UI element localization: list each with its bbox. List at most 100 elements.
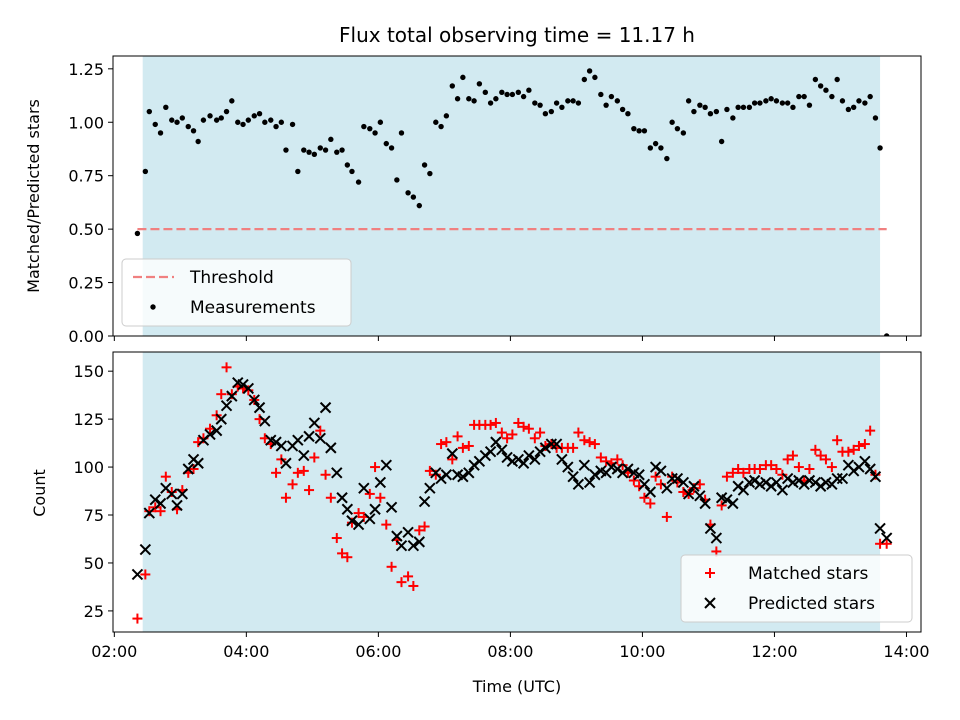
measurement-point bbox=[553, 100, 560, 106]
predicted-star-point bbox=[325, 442, 337, 454]
predicted-star-point bbox=[385, 501, 398, 514]
ratio-y-tick-label: 1.00 bbox=[68, 113, 104, 132]
count-plot-frame bbox=[112, 351, 922, 633]
time-x-axis-label: Time (UTC) bbox=[472, 677, 561, 696]
measurement-point bbox=[680, 130, 687, 136]
measurement-point bbox=[142, 168, 149, 175]
chart-title: Flux total observing time = 11.17 h bbox=[339, 23, 695, 47]
measurement-point bbox=[746, 104, 753, 110]
measurement-point bbox=[416, 202, 423, 209]
predicted-star-point bbox=[215, 413, 227, 425]
measurement-point bbox=[867, 93, 873, 100]
measurement-point bbox=[586, 68, 593, 74]
predicted-star-point bbox=[171, 499, 183, 512]
measurement-point bbox=[493, 96, 499, 102]
measurement-point bbox=[334, 149, 340, 155]
measurement-point bbox=[570, 98, 576, 104]
predicted-star-point bbox=[192, 457, 204, 469]
measurement-point bbox=[575, 100, 582, 106]
predicted-star-point bbox=[760, 476, 772, 489]
measurement-point bbox=[845, 106, 852, 113]
predicted-star-point bbox=[694, 490, 706, 502]
predicted-star-point bbox=[182, 463, 194, 475]
predicted-star-point bbox=[413, 536, 426, 548]
measurement-point bbox=[476, 81, 483, 87]
matched-star-point bbox=[315, 425, 326, 436]
matched-star-point bbox=[589, 439, 600, 450]
measurement-point bbox=[235, 119, 241, 125]
matched-star-point bbox=[738, 467, 749, 478]
matched-star-point bbox=[787, 450, 798, 461]
predicted-star-point bbox=[496, 444, 508, 456]
matched-star-point bbox=[271, 467, 282, 478]
predicted-star-point bbox=[176, 488, 189, 500]
count-y-tick-label: 50 bbox=[84, 554, 104, 573]
matched-star-point bbox=[766, 460, 777, 471]
matched-star-point bbox=[507, 429, 518, 440]
measurement-point bbox=[466, 96, 472, 102]
predicted-star-point bbox=[710, 532, 723, 544]
matched-star-point bbox=[639, 492, 650, 503]
time-x-tick-label: 06:00 bbox=[355, 642, 401, 661]
measurement-point bbox=[664, 155, 670, 162]
predicted-star-point bbox=[793, 474, 805, 487]
measurement-point bbox=[757, 100, 763, 106]
matched-star-point bbox=[777, 469, 788, 480]
measurement-point bbox=[856, 98, 862, 104]
matched-star-point bbox=[309, 452, 320, 463]
matched-star-point bbox=[661, 511, 672, 522]
matched-star-point bbox=[150, 502, 161, 513]
measurement-point bbox=[548, 108, 555, 115]
time-x-tick-label: 02:00 bbox=[91, 642, 137, 661]
matched-star-point bbox=[216, 389, 227, 400]
predicted-star-point bbox=[798, 478, 810, 491]
predicted-star-point bbox=[677, 476, 690, 489]
measurement-point bbox=[625, 111, 631, 117]
matched-star-point bbox=[337, 548, 348, 559]
predicted-star-point bbox=[149, 493, 161, 506]
measurement-point bbox=[471, 98, 477, 104]
measurement-point bbox=[636, 128, 642, 134]
measurement-point bbox=[200, 117, 207, 123]
measurement-point bbox=[862, 100, 868, 106]
measurement-point bbox=[724, 106, 730, 113]
measurement-point bbox=[581, 76, 588, 83]
measurement-point bbox=[146, 108, 153, 115]
count-y-tick-label: 75 bbox=[84, 506, 104, 525]
matched-star-point bbox=[568, 442, 579, 453]
matched-star-point bbox=[132, 613, 143, 624]
matched-star-point bbox=[188, 463, 199, 474]
measurement-point bbox=[229, 98, 235, 104]
measurement-point bbox=[262, 119, 268, 125]
measurement-point bbox=[598, 91, 604, 98]
matched-star-point bbox=[408, 580, 419, 591]
predicted-star-point bbox=[435, 472, 447, 485]
measurement-point bbox=[702, 104, 708, 110]
measurement-point bbox=[713, 108, 720, 115]
measurement-point bbox=[289, 121, 296, 128]
predicted-star-point bbox=[556, 453, 568, 466]
time-x-tick-label: 12:00 bbox=[751, 642, 797, 661]
matched-star-point bbox=[727, 467, 738, 478]
measurement-point bbox=[355, 179, 362, 185]
matched-star-point bbox=[826, 462, 837, 473]
measurement-point bbox=[383, 140, 389, 147]
predicted-star-point bbox=[550, 438, 563, 450]
predicted-star-point bbox=[292, 434, 304, 446]
measurement-point bbox=[283, 147, 289, 153]
measurement-point bbox=[565, 98, 571, 104]
matched-star-point bbox=[353, 508, 364, 519]
measurement-point bbox=[537, 102, 543, 108]
predicted-star-point bbox=[633, 469, 645, 481]
measurement-point bbox=[367, 125, 373, 132]
legend-matched-label: Matched stars bbox=[748, 564, 868, 584]
matched-star-point bbox=[612, 454, 623, 465]
measurement-point bbox=[185, 123, 191, 130]
measurement-point bbox=[779, 100, 786, 106]
predicted-star-point bbox=[380, 459, 393, 471]
measurement-point bbox=[223, 108, 230, 115]
legend-measurements-swatch bbox=[150, 304, 156, 310]
measurement-point bbox=[883, 333, 890, 336]
matched-star-point bbox=[243, 385, 254, 396]
matched-star-point bbox=[364, 488, 375, 499]
